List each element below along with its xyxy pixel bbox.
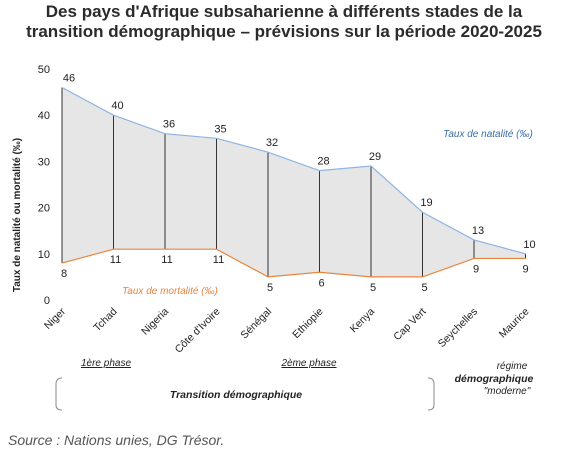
x-tick-label: Sénégal [238,306,274,342]
death-rate-label: 5 [421,282,427,294]
death-rate-label: 6 [318,277,324,289]
natality-mortality-gap-area [62,87,526,277]
x-tick-label: Cap Vert [391,306,428,343]
modern-regime-line1: régime [497,361,528,372]
death-rate-label: 11 [110,254,121,266]
death-rate-label: 5 [267,282,273,294]
x-tick-label: Nigeria [139,306,171,338]
birth-rate-label: 29 [369,151,381,163]
birth-rate-label: 40 [111,100,123,112]
birth-rate-line [61,86,526,255]
modern-regime-line2: démographique [455,373,534,385]
birth-rate-label: 10 [523,239,535,251]
transition-brace [55,377,435,411]
phase1-label: 1ère phase [81,358,131,369]
y-axis-title: Taux de natalité ou mortalité (‰) [12,138,23,292]
birth-rate-label: 46 [63,72,75,84]
death-rate-label: 8 [61,268,67,280]
y-tick-label: 50 [38,64,50,76]
y-tick-label: 10 [38,249,50,261]
x-tick-label: Kenya [348,306,378,336]
death-rate-label: 9 [473,263,479,275]
x-tick-label: Tchad [91,306,119,334]
death-rate-line [61,248,526,278]
birth-rate-label: 32 [266,137,278,149]
birth-rate-label: 28 [317,156,329,168]
transition-label: Transition démographique [170,389,302,401]
death-rate-label: 5 [370,282,376,294]
y-tick-label: 0 [44,295,50,307]
birth-rate-series-label: Taux de natalité (‰) [443,129,533,140]
chart-title: Des pays d'Afrique subsaharienne à diffé… [0,2,568,42]
x-tick-label: Maurice [497,306,532,341]
x-tick-label: Seychelles [436,306,480,350]
y-tick-label: 30 [38,156,50,168]
birth-rate-label: 36 [163,119,175,131]
birth-rate-label: 13 [472,225,484,237]
birth-rate-label: 35 [214,123,226,135]
chart-title-line1: Des pays d'Afrique subsaharienne à diffé… [45,2,523,21]
death-rate-label: 11 [213,254,224,266]
x-tick-label: Ethiopie [290,306,325,341]
y-tick-label: 20 [38,203,50,215]
death-rate-label: 11 [161,254,172,266]
x-tick-label: Niger [42,305,69,332]
phase2-label: 2ème phase [280,358,336,369]
death-rate-series-label: Taux de mortalité (‰) [122,286,218,297]
y-tick-label: 40 [38,110,50,122]
birth-rate-label: 19 [420,197,432,209]
death-rate-label: 9 [522,263,528,275]
chart-title-line2: transition démographique – prévisions su… [26,22,542,41]
x-tick-label: Côte d'Ivoire [173,306,223,356]
source-note: Source : Nations unies, DG Trésor. [8,432,225,448]
modern-regime-line3: "moderne" [484,386,531,397]
